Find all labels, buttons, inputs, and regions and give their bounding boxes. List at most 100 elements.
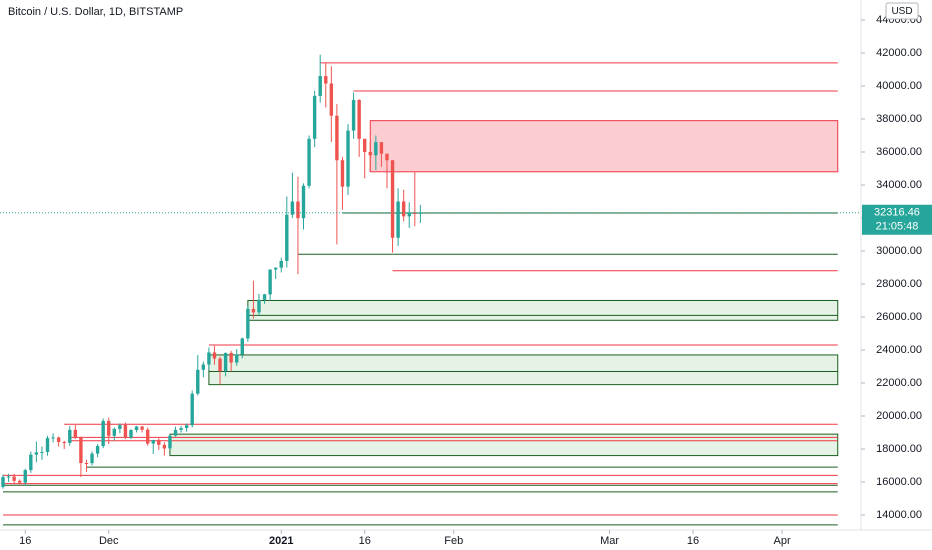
candle-body [90,453,94,464]
candle-body [151,439,155,444]
candle-body [29,454,33,471]
last-price-box [862,204,932,235]
candle-body [79,437,83,464]
candle-body [240,338,244,355]
zone [208,354,839,386]
candle-body [184,425,189,429]
candle-body [40,451,44,453]
candle-body [413,213,417,215]
candle-body [379,142,384,154]
y-tick-label: 34000.00 [876,179,922,191]
y-tick-label: 14000.00 [876,509,922,521]
candle-body [390,160,395,238]
candle-body [134,426,139,431]
chart-title: Bitcoin / U.S. Dollar, 1D, BITSTAMP [8,6,183,18]
candle-body [118,425,122,429]
y-tick-label: 26000.00 [876,311,922,323]
y-tick-label: 30000.00 [876,245,922,257]
candle-body [235,354,239,363]
y-tick-label: 16000.00 [876,476,922,488]
candle-body [257,299,261,313]
y-tick-label: 28000.00 [876,278,922,290]
x-tick-label: 16 [19,535,31,547]
last-price-label: 32316.46 [874,207,920,219]
currency-box[interactable] [885,2,919,20]
candle-body [251,308,256,313]
currency[interactable]: USD [891,6,912,17]
candle-body [368,151,372,156]
candle-body [212,352,217,359]
candle-body [396,201,400,238]
y-tick-label: 40000.00 [876,80,922,92]
candle-body [229,352,233,363]
candle-body [329,83,334,116]
candle-body [17,480,22,483]
candle-body [73,429,78,438]
candle-body [346,130,350,187]
candle-body [340,160,345,187]
candle-body [12,476,16,481]
candle-body [56,437,61,443]
y-tick-label: 24000.00 [876,344,922,356]
candle-body [6,476,11,478]
x-tick-label: Dec [99,535,119,547]
candle-body [385,153,389,161]
candle-body [162,444,167,449]
candle-body [357,100,361,139]
x-tick-label: 16 [359,535,371,547]
candle-body [157,439,161,445]
x-tick-label: 16 [687,535,699,547]
candle-body [374,142,378,156]
candle-body [312,95,317,139]
candle-body [407,213,411,217]
candle-body [173,429,178,436]
y-tick-label: 36000.00 [876,146,922,158]
candle-body [145,429,150,444]
candle-body [223,352,228,372]
zone [369,120,839,173]
candle-body [112,428,116,436]
candle-body [140,426,144,430]
candle-body [285,214,289,261]
candle-body [34,452,39,455]
candle-body [62,442,66,444]
x-tick-label: 2021 [269,535,293,547]
candle-body [290,201,295,215]
candle-body [418,212,423,214]
candle-body [296,201,300,219]
candle-body [84,463,89,465]
candle-body [190,393,194,426]
candle-body [246,308,250,339]
candle-body [123,425,128,438]
y-tick-label: 18000.00 [876,443,922,455]
candle-body [335,115,339,161]
candle-body [196,369,200,394]
candle-body [268,269,272,295]
candle-body [351,100,356,131]
candle-body [318,76,322,96]
candle-body [207,352,211,365]
candle-body [307,138,311,186]
candle-body [401,201,406,217]
candle-body [262,294,267,300]
y-tick-label: 20000.00 [876,410,922,422]
candle-body [129,430,133,438]
countdown: 21:05:48 [876,221,919,233]
candle-body [273,267,278,270]
candle-body [301,185,306,219]
candle-body [23,470,27,483]
candle-body [218,358,222,372]
candle-body [201,364,206,370]
candle-body [363,138,367,152]
candle-body [324,76,328,84]
candle-body [45,438,50,452]
y-tick-label: 38000.00 [876,113,922,125]
x-tick-label: Apr [774,535,791,547]
y-tick-label: 22000.00 [876,377,922,389]
candle-body [168,435,172,449]
candle-body [1,477,5,487]
y-tick-label: 42000.00 [876,47,922,59]
candle-body [95,446,100,454]
candle-body [68,429,72,443]
